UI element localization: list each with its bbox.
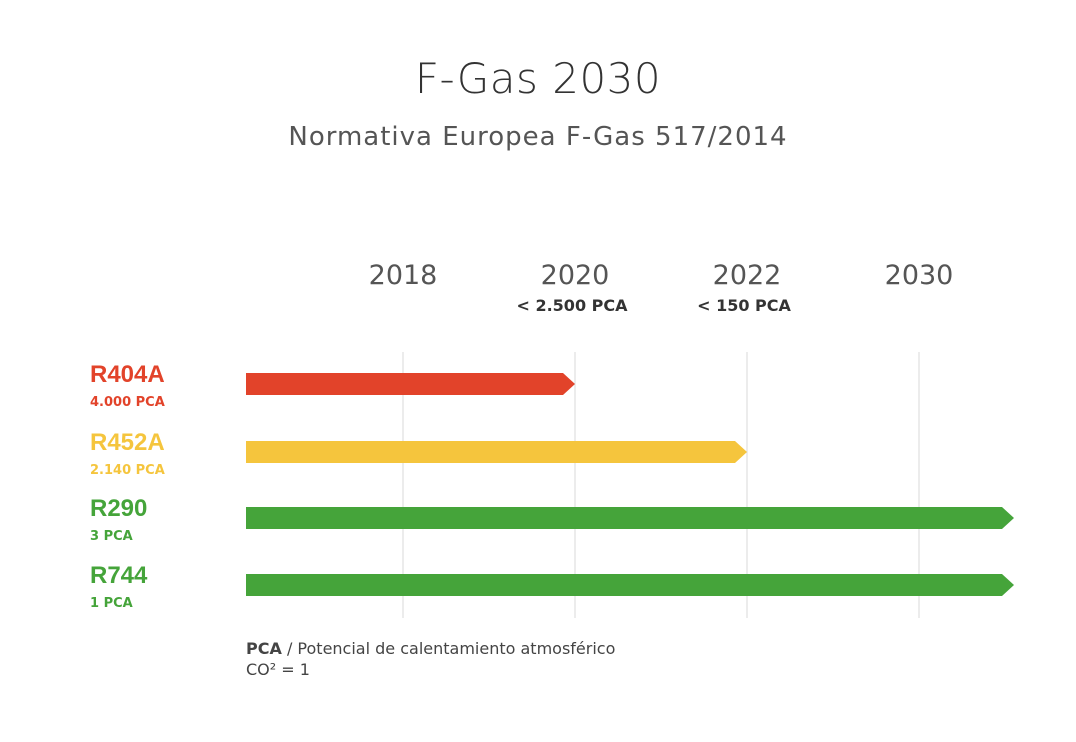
refrigerant-pca-r290: 3 PCA — [90, 529, 133, 544]
legend-reference: CO² = 1 — [246, 660, 310, 679]
refrigerant-pca-r452a: 2.140 PCA — [90, 463, 165, 478]
bar-r452a — [246, 441, 747, 463]
limit-label-2022: < 150 PCA — [697, 296, 791, 315]
limit-label-2020: < 2.500 PCA — [516, 296, 628, 315]
refrigerant-name-r744: R744 — [90, 562, 148, 589]
bar-r404a — [246, 373, 575, 395]
year-label-2022: 2022 — [713, 260, 782, 291]
legend: PCA / Potencial de calentamiento atmosfé… — [246, 638, 615, 680]
bar-r290 — [246, 507, 1014, 529]
refrigerant-name-r452a: R452A — [90, 429, 165, 456]
bar-r744 — [246, 574, 1014, 596]
refrigerant-pca-r404a: 4.000 PCA — [90, 395, 165, 410]
legend-line-1: PCA / Potencial de calentamiento atmosfé… — [246, 638, 615, 659]
legend-abbr: PCA — [246, 639, 282, 658]
refrigerant-name-r404a: R404A — [90, 361, 165, 388]
legend-definition: Potencial de calentamiento atmosférico — [297, 639, 616, 658]
chart-subtitle: Normativa Europea F-Gas 517/2014 — [288, 122, 788, 152]
year-label-2030: 2030 — [885, 260, 954, 291]
year-label-2018: 2018 — [369, 260, 438, 291]
chart-title: F-Gas 2030 — [414, 54, 662, 103]
refrigerant-name-r290: R290 — [90, 495, 147, 522]
legend-separator: / — [281, 639, 298, 658]
year-label-2020: 2020 — [541, 260, 610, 291]
refrigerant-pca-r744: 1 PCA — [90, 596, 133, 611]
